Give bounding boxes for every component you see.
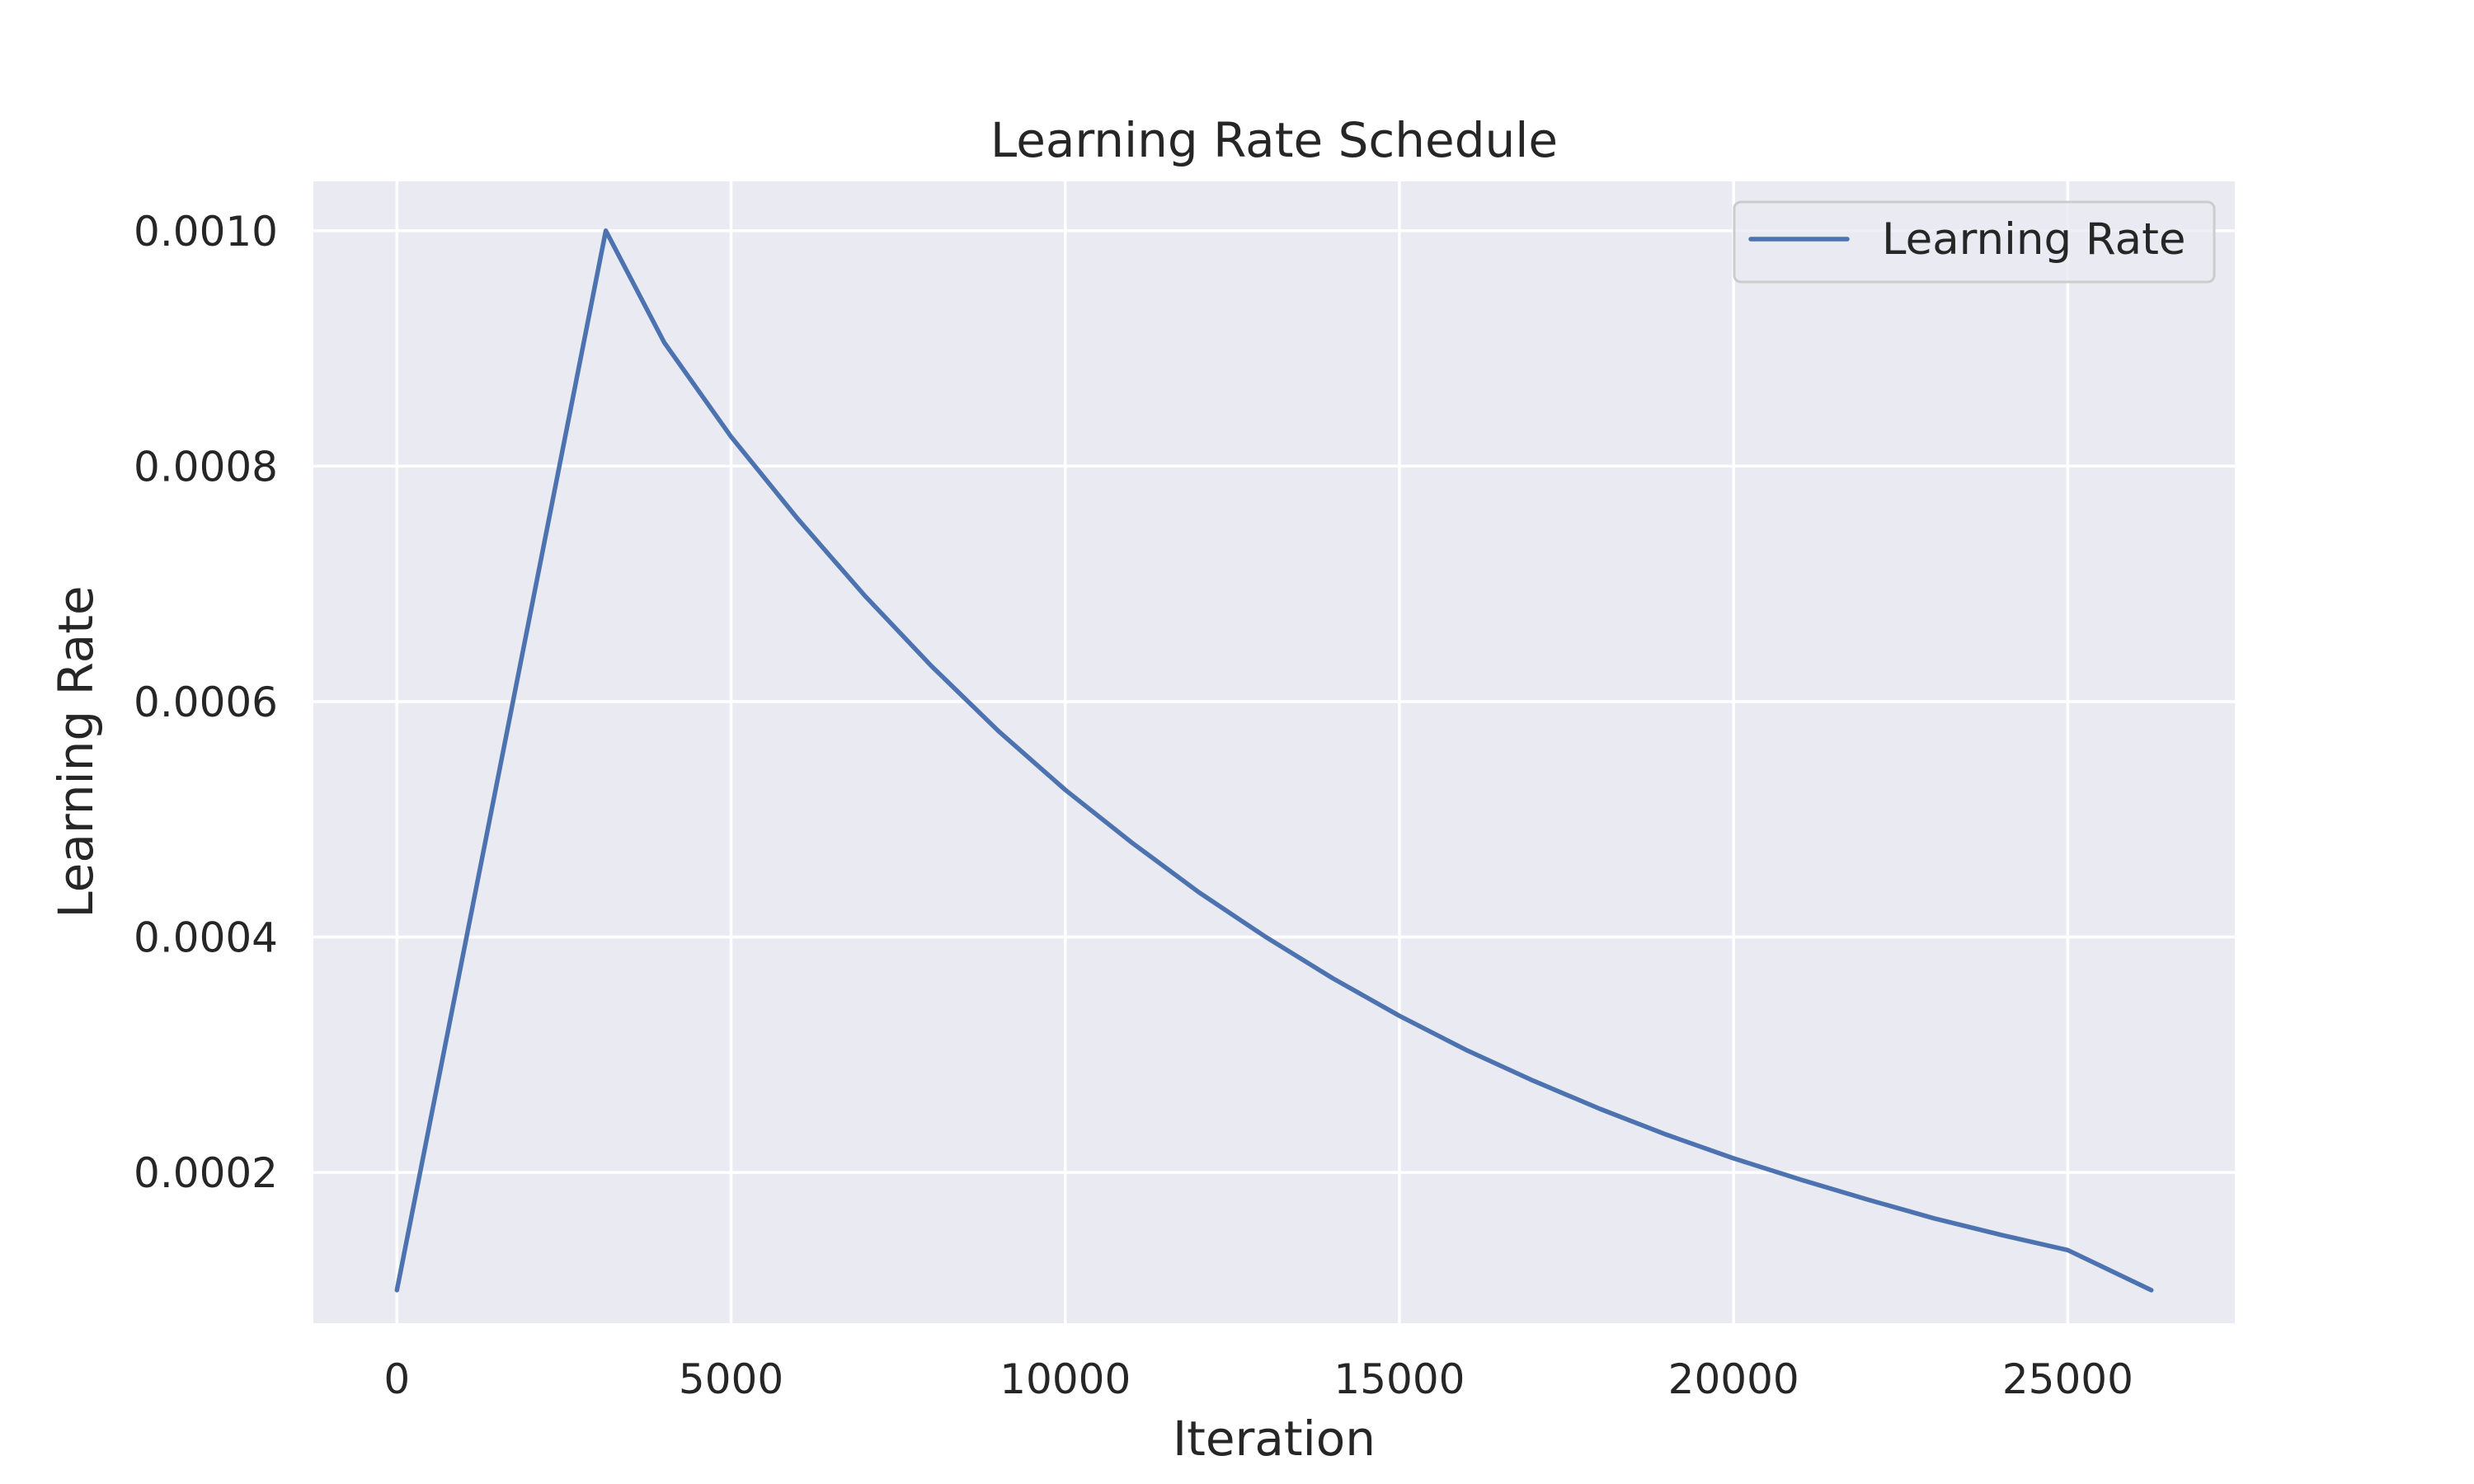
- x-tick-label: 10000: [999, 1355, 1131, 1403]
- x-tick-label: 15000: [1333, 1355, 1465, 1403]
- legend-label: Learning Rate: [1882, 214, 2185, 265]
- x-axis-ticks: 0 5000 10000 15000 20000 25000: [383, 1355, 2133, 1403]
- plot-background: [313, 181, 2235, 1323]
- legend-box: [1733, 200, 2216, 284]
- y-tick-label: 0.0010: [134, 208, 278, 256]
- legend: Learning Rate: [1733, 200, 2216, 284]
- x-tick-label: 0: [383, 1355, 410, 1403]
- series-layer: [394, 228, 2154, 1293]
- y-axis-ticks: 0.0002 0.0004 0.0006 0.0008 0.0010: [134, 208, 278, 1197]
- y-tick-label: 0.0002: [134, 1149, 278, 1197]
- chart-title: Learning Rate Schedule: [990, 112, 1558, 168]
- x-tick-label: 20000: [1668, 1355, 1799, 1403]
- grid: [313, 181, 2235, 1323]
- x-tick-label: 25000: [2002, 1355, 2133, 1403]
- x-axis-label: Iteration: [1173, 1411, 1376, 1467]
- y-tick-label: 0.0004: [134, 914, 278, 962]
- y-tick-label: 0.0008: [134, 443, 278, 491]
- y-axis-label: Learning Rate: [48, 585, 104, 918]
- y-tick-label: 0.0006: [134, 679, 278, 726]
- learning-rate-line: [394, 228, 2154, 1293]
- x-tick-label: 5000: [679, 1355, 783, 1403]
